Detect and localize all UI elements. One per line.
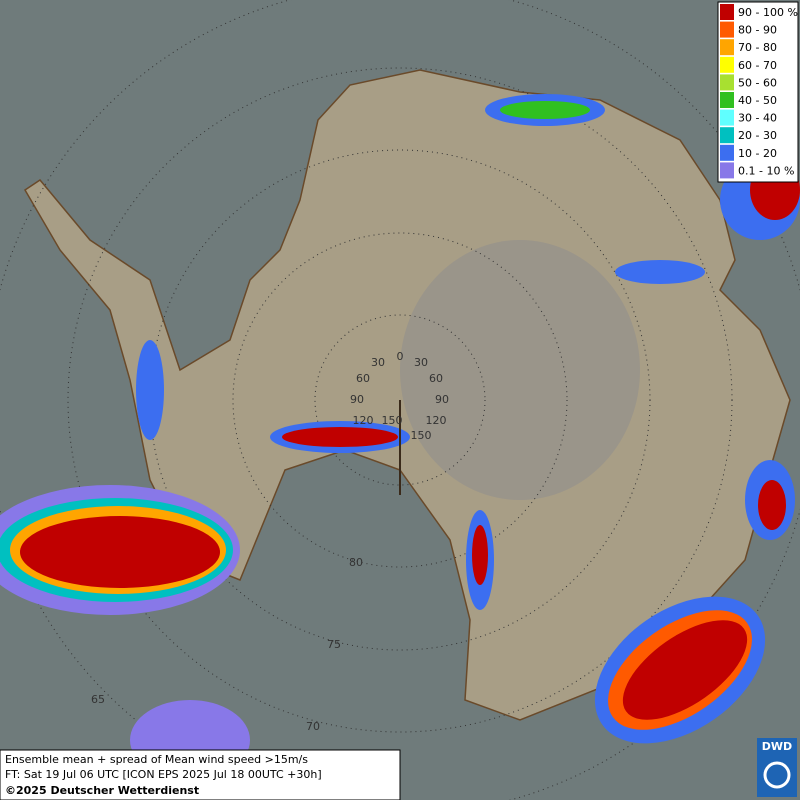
legend-swatch <box>720 92 734 108</box>
legend-swatch <box>720 21 734 38</box>
latitude-label: 65 <box>91 693 105 706</box>
legend-label: 90 - 100 % <box>738 6 798 19</box>
legend-swatch <box>720 109 734 126</box>
latitude-label: 70 <box>306 720 320 733</box>
longitude-label: 30 <box>371 356 385 369</box>
longitude-label: 120 <box>353 414 374 427</box>
logo-text: DWD <box>762 740 792 753</box>
legend-label: 20 - 30 <box>738 129 777 142</box>
legend: 90 - 100 % 80 - 90 70 - 80 60 - 70 50 - 60 40… <box>717 1 799 183</box>
longitude-label: 60 <box>356 372 370 385</box>
longitude-label: 90 <box>435 393 449 406</box>
longitude-label: 120 <box>426 414 447 427</box>
legend-swatch <box>720 127 734 144</box>
legend-swatch <box>720 4 734 20</box>
longitude-label: 150 <box>382 414 403 427</box>
longitude-label: 60 <box>429 372 443 385</box>
legend-label: 70 - 80 <box>738 41 777 54</box>
legend-swatch <box>720 56 734 73</box>
legend-label: 40 - 50 <box>738 94 777 107</box>
longitude-label: 90 <box>350 393 364 406</box>
legend-swatch <box>720 162 734 179</box>
legend-label: 60 - 70 <box>738 59 777 72</box>
legend-label: 30 - 40 <box>738 112 777 125</box>
legend-label: 80 - 90 <box>738 24 777 37</box>
legend-label: 50 - 60 <box>738 76 777 89</box>
caption-line: FT: Sat 19 Jul 06 UTC [ICON EPS 2025 Jul… <box>5 768 322 781</box>
legend-swatch <box>720 144 734 161</box>
legend-label: 0.1 - 10 % <box>738 164 794 177</box>
latitude-label: 80 <box>349 556 363 569</box>
plateau <box>400 240 640 500</box>
longitude-label: 30 <box>414 356 428 369</box>
legend-label: 10 - 20 <box>738 147 777 160</box>
longitude-label: 150 <box>411 429 432 442</box>
caption-line: ©2025 Deutscher Wetterdienst <box>5 784 199 797</box>
logo-swirl <box>763 761 791 789</box>
caption-line: Ensemble mean + spread of Mean wind spee… <box>5 753 308 766</box>
longitude-label: 0 <box>397 350 404 363</box>
legend-swatch <box>720 74 734 91</box>
caption-box <box>0 749 401 801</box>
latitude-label: 75 <box>327 638 341 651</box>
legend-swatch <box>720 39 734 56</box>
